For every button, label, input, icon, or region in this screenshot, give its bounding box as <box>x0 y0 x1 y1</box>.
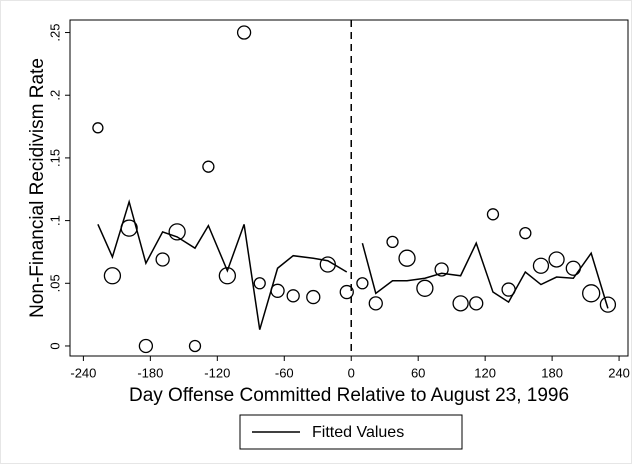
x-tick-label: 240 <box>608 365 630 380</box>
y-tick-label: .15 <box>47 149 62 167</box>
x-tick-label: -180 <box>137 365 163 380</box>
y-tick-label: .1 <box>47 215 62 226</box>
data-point <box>92 122 104 134</box>
legend-label: Fitted Values <box>312 424 404 441</box>
data-point <box>434 262 449 277</box>
data-point <box>469 296 484 311</box>
data-point <box>519 226 532 240</box>
data-point <box>548 251 565 268</box>
data-point <box>155 252 170 267</box>
x-axis-title: Day Offense Committed Relative to August… <box>129 385 569 406</box>
plot-frame <box>69 19 629 357</box>
x-tick-label: 180 <box>541 365 563 380</box>
y-axis-title: Non-Financial Recidivism Rate <box>27 58 48 318</box>
data-point <box>386 235 399 249</box>
x-tick-label: 120 <box>474 365 496 380</box>
y-tick-label: .25 <box>47 23 62 41</box>
x-tick-label: 0 <box>348 365 355 380</box>
data-point <box>188 339 202 353</box>
data-point <box>236 25 252 40</box>
data-point <box>452 295 469 312</box>
data-point <box>306 289 321 305</box>
data-point <box>356 277 369 290</box>
y-tick-label: .2 <box>47 90 62 101</box>
x-tick-label: -60 <box>275 365 294 380</box>
fitted-line <box>361 241 609 309</box>
data-point <box>368 296 383 311</box>
data-point <box>599 296 617 313</box>
data-point <box>582 284 601 303</box>
data-point <box>138 338 154 354</box>
legend: Fitted Values <box>239 414 463 450</box>
x-tick-label: -120 <box>204 365 230 380</box>
data-point <box>486 208 500 221</box>
data-point <box>218 267 237 285</box>
data-point <box>168 223 186 241</box>
x-tick-label: 60 <box>411 365 425 380</box>
data-point <box>398 249 416 267</box>
data-point <box>532 257 550 274</box>
x-tick-label: -240 <box>70 365 96 380</box>
y-tick-label: 0 <box>47 342 62 349</box>
data-point <box>103 267 122 285</box>
data-point <box>339 284 354 300</box>
data-point <box>416 279 434 297</box>
data-point <box>286 289 300 303</box>
data-point <box>202 160 215 173</box>
fitted-line <box>97 199 348 330</box>
y-tick-label: .05 <box>47 274 62 292</box>
data-point <box>253 277 266 290</box>
